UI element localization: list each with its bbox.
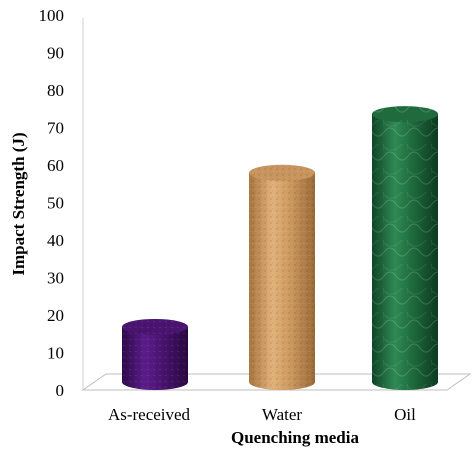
y-tick-label: 20 <box>47 306 64 325</box>
y-tick-label: 10 <box>47 344 64 363</box>
bar-cap-texture <box>122 318 188 335</box>
bar-texture <box>249 172 315 390</box>
y-tick-label: 90 <box>47 44 64 63</box>
bar-oil <box>372 106 438 390</box>
x-tick-label: Oil <box>394 405 416 424</box>
bar-as-received <box>122 318 188 390</box>
y-tick-label: 100 <box>39 6 65 25</box>
y-tick-label: 70 <box>47 119 64 138</box>
x-axis-title: Quenching media <box>231 428 359 447</box>
bars <box>122 106 438 390</box>
y-axis-title: Impact Strength (J) <box>9 132 28 275</box>
x-tick-label: As-received <box>108 405 191 424</box>
y-tick-label: 80 <box>47 81 64 100</box>
y-tick-label: 60 <box>47 156 64 175</box>
y-tick-labels: 0 10 20 30 40 50 60 70 80 90 100 <box>39 6 65 400</box>
bar-water <box>249 164 315 390</box>
y-tick-label: 40 <box>47 231 64 250</box>
bar-cap-texture <box>249 164 315 181</box>
y-tick-label: 30 <box>47 269 64 288</box>
bar-texture <box>372 114 438 390</box>
x-tick-label: Water <box>262 405 302 424</box>
y-tick-label: 0 <box>56 381 65 400</box>
y-tick-label: 50 <box>47 194 64 213</box>
bar-texture <box>122 326 188 390</box>
bar-cap-texture <box>372 106 438 123</box>
x-tick-labels: As-received Water Oil <box>108 405 416 424</box>
